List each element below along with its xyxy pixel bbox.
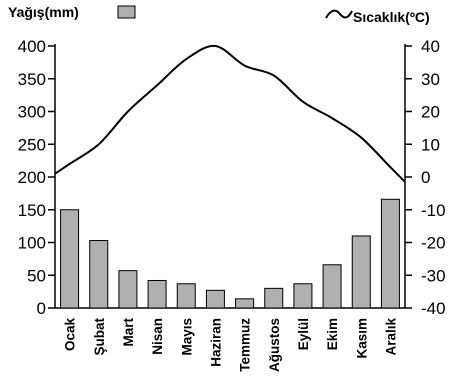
left-tick-label: 250 [18, 135, 46, 154]
left-tick-label: 50 [27, 266, 46, 285]
legend-temperature-line-icon [325, 9, 353, 19]
right-tick-label: -30 [421, 266, 446, 285]
month-label: Mayıs [179, 318, 194, 356]
left-tick-label: 100 [18, 234, 46, 253]
month-label: Nisan [150, 318, 165, 355]
temperature-line-group [54, 44, 406, 183]
month-label: Mart [121, 318, 136, 347]
precipitation-bar-5 [176, 283, 196, 309]
left-tick-label: 350 [18, 70, 46, 89]
precipitation-bar-6 [205, 289, 225, 309]
right-tick-label: 40 [421, 37, 440, 56]
legend-precipitation-label: Yağış(mm) [8, 4, 79, 20]
month-label: Aralık [383, 318, 398, 356]
month-label: Şubat [92, 318, 107, 356]
right-tick-label: 0 [421, 168, 430, 187]
precipitation-bar-1 [60, 209, 80, 309]
right-tick-label: 20 [421, 103, 440, 122]
precipitation-bar-4 [147, 279, 167, 309]
right-tick-label: -20 [421, 234, 446, 253]
precipitation-bar-12 [380, 198, 400, 309]
right-tick-label: -40 [421, 299, 446, 318]
legend-temperature-label: Sıcaklık(ºC) [353, 9, 430, 25]
month-label: Kasım [354, 318, 369, 359]
precipitation-bar-11 [351, 235, 371, 309]
left-tick-label: 200 [18, 168, 46, 187]
month-label: Ağustos [267, 318, 282, 372]
precipitation-bar-8 [264, 287, 284, 309]
precipitation-bars [60, 198, 400, 309]
temperature-line [54, 44, 406, 183]
precipitation-bar-7 [235, 298, 255, 309]
month-label: Eylül [296, 318, 311, 350]
right-tick-label: -10 [421, 201, 446, 220]
precipitation-bar-2 [89, 240, 109, 309]
left-tick-label: 300 [18, 103, 46, 122]
month-label: Ocak [63, 318, 78, 352]
right-tick-label: 30 [421, 70, 440, 89]
left-axis: 0 50 100 150 200 250 300 350 400 [18, 37, 405, 318]
month-label: Ekim [325, 318, 340, 350]
legend-precipitation-swatch [117, 5, 136, 19]
month-label: Temmuz [238, 318, 253, 372]
precipitation-bar-9 [293, 283, 313, 309]
precipitation-bar-10 [322, 264, 342, 309]
left-tick-label: 400 [18, 37, 46, 56]
month-label: Haziran [208, 318, 223, 367]
precipitation-bar-3 [118, 270, 138, 309]
right-axis: -40 -30 -20 -10 0 10 20 30 40 [404, 37, 446, 318]
month-labels: Ocak Şubat Mart Nisan Mayıs Haziran Temmuz Ağus… [63, 318, 399, 372]
left-tick-label: 150 [18, 201, 46, 220]
left-tick-label: 0 [37, 299, 46, 318]
right-tick-label: 10 [421, 135, 440, 154]
